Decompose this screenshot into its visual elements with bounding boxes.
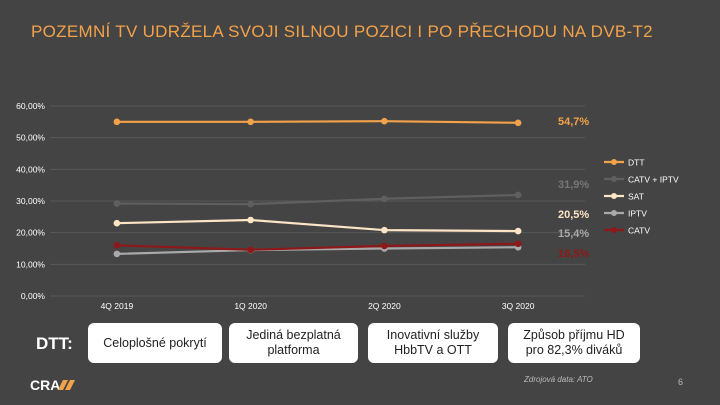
data-point [113,219,121,227]
y-tick-label: 50,00% [16,133,45,143]
data-point [381,195,388,203]
feature-hd-reception: Způsob příjmu HD pro 82,3% diváků [508,323,640,363]
logo-text: CRA [30,377,60,393]
data-point [381,117,388,125]
end-label: 15,4% [558,228,589,240]
data-point [113,242,121,249]
end-label: 54,7% [558,116,589,128]
legend-label: SAT [628,192,644,202]
y-tick-label: 20,00% [16,228,45,238]
cra-logo: CRA [30,377,75,393]
legend-swatch-marker [611,227,617,233]
series-line [116,242,519,251]
x-tick-label: 2Q 2020 [368,301,401,311]
data-point [247,216,254,224]
y-tick-label: 0,00% [21,291,46,301]
feature-coverage: Celoplošné pokrytí [88,323,222,363]
legend-swatch-marker [611,159,617,165]
legend-swatch-marker [611,193,617,199]
x-tick-label: 4Q 2019 [101,301,134,311]
x-tick-label: 1Q 2020 [234,301,267,311]
y-tick-label: 40,00% [16,164,45,174]
page-number: 6 [678,377,684,387]
data-point [113,200,121,207]
legend-swatch-marker [611,176,617,182]
data-point [247,246,254,254]
data-point [381,242,388,250]
series-line [116,218,519,233]
data-point [247,200,254,208]
source-note: Zdrojová data: ATO [524,375,593,384]
data-point [113,250,121,258]
series-line [116,120,519,124]
data-point [514,191,522,199]
end-label: 20,5% [558,209,589,221]
y-tick-label: 10,00% [16,259,45,269]
y-tick-label: 60,00% [16,101,45,111]
feature-free-platform: Jediná bezplatná platforma [229,323,358,363]
legend-swatch-marker [611,210,617,216]
dtt-label: DTT: [36,334,73,353]
data-point [514,119,522,127]
end-label: 16,5% [558,248,589,260]
legend-label: IPTV [628,209,647,219]
feature-hbbtv-ott: Inovativní služby HbbTV a OTT [368,323,498,363]
legend-label: CATV + IPTV [628,175,679,185]
series-line [116,193,519,206]
page-title: POZEMNÍ TV UDRŽELA SVOJI SILNOU POZICI I… [31,22,653,41]
end-label: 31,9% [558,179,589,191]
data-point [247,118,254,126]
legend-label: CATV [628,226,650,236]
series-line [116,246,519,255]
data-point [514,240,522,248]
y-tick-label: 30,00% [16,196,45,206]
chart-svg: 0,00% 10,00% 20,00% 30,00% 40,00% 50,00% 60,00… [16,101,679,311]
data-point [113,118,121,126]
x-tick-label: 3Q 2020 [502,301,535,311]
legend-label: DTT [628,158,645,168]
line-chart: 0,00% 10,00% 20,00% 30,00% 40,00% 50,00% 60,00… [0,95,720,317]
data-point [381,226,388,234]
data-point [514,227,522,235]
